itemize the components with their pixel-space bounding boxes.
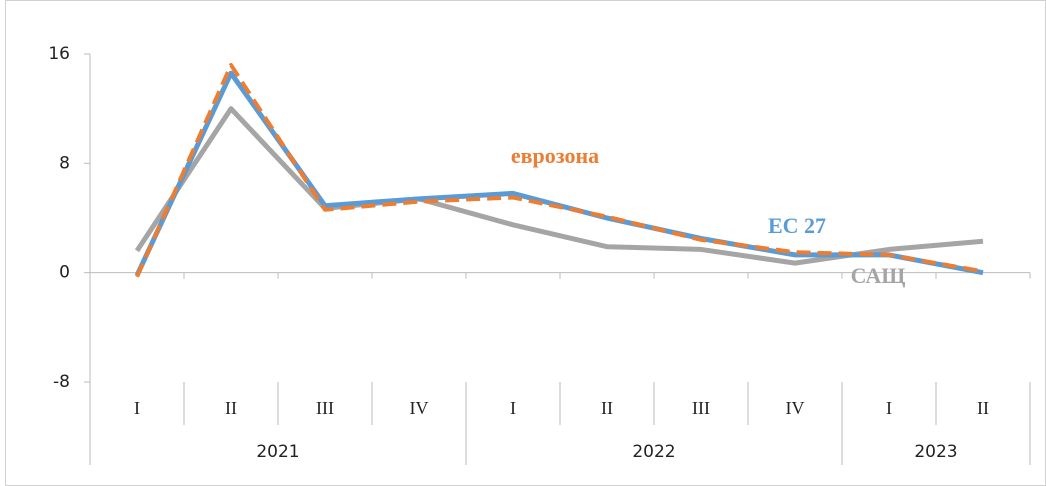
y-tick-label: -8: [53, 372, 70, 392]
y-tick-label: 0: [59, 263, 70, 283]
group-label: 2023: [914, 442, 957, 462]
series-line: [134, 70, 984, 277]
series-label: ЕС 27: [768, 213, 826, 238]
x-tick-label: III: [316, 398, 334, 418]
x-tick-label: IV: [410, 398, 429, 418]
y-tick-label: 8: [59, 153, 70, 173]
x-tick-label: IV: [786, 398, 805, 418]
series-line: [134, 106, 984, 266]
series-label: САЩ: [851, 263, 906, 288]
x-tick-label: II: [601, 398, 613, 418]
x-tick-label: I: [510, 398, 516, 418]
x-tick-label: III: [692, 398, 710, 418]
group-label: 2021: [256, 442, 299, 462]
group-label: 2022: [632, 442, 675, 462]
series-label: еврозона: [511, 143, 599, 168]
x-tick-label: I: [886, 398, 892, 418]
x-tick-label: II: [225, 398, 237, 418]
x-tick-label: I: [134, 398, 140, 418]
x-tick-label: II: [977, 398, 989, 418]
series-line: [135, 62, 984, 278]
y-tick-label: 16: [48, 44, 70, 64]
